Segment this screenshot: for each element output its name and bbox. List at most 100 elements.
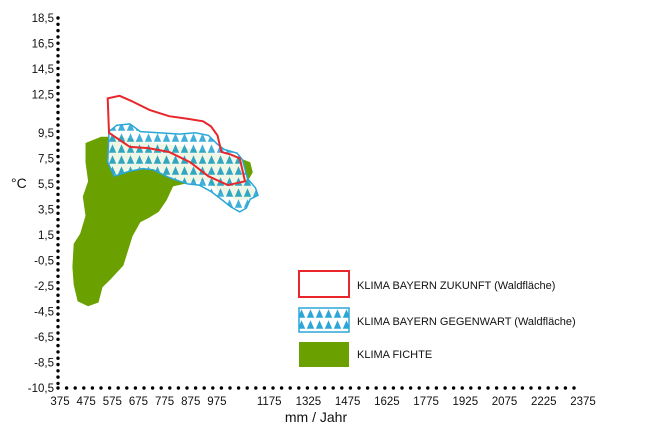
y-axis-dot bbox=[56, 287, 60, 291]
y-tick-label: -4,5 bbox=[34, 306, 54, 318]
x-tick-label: 575 bbox=[103, 396, 122, 408]
y-axis-dot bbox=[56, 47, 60, 52]
y-tick-label: 3,5 bbox=[38, 204, 54, 216]
y-axis-dot bbox=[56, 306, 60, 310]
x-axis-dot bbox=[228, 386, 232, 390]
x-axis-dot bbox=[142, 386, 146, 390]
x-axis-dot bbox=[443, 386, 447, 390]
y-tick-label: -6,5 bbox=[34, 332, 54, 344]
x-axis-dot bbox=[236, 386, 241, 390]
plot-area bbox=[72, 94, 259, 307]
y-axis-dot bbox=[56, 167, 60, 171]
y-axis-dot bbox=[56, 148, 60, 152]
y-axis-dot bbox=[56, 205, 60, 209]
x-tick-label: 375 bbox=[50, 396, 69, 408]
y-axis-dot bbox=[56, 154, 60, 159]
y-axis-dot bbox=[56, 91, 60, 96]
x-axis-dot bbox=[305, 386, 310, 390]
y-axis-dot bbox=[56, 249, 60, 253]
x-axis-dot bbox=[271, 386, 275, 390]
x-axis-dot bbox=[357, 386, 361, 390]
y-axis-dot bbox=[56, 186, 60, 190]
y-axis-dot bbox=[56, 268, 60, 272]
y-tick-label: -2,5 bbox=[34, 281, 54, 293]
x-axis-dot bbox=[383, 386, 387, 390]
y-axis-dot bbox=[56, 161, 60, 165]
y-axis-dot bbox=[56, 110, 60, 115]
legend-swatch-gegenwart bbox=[298, 307, 350, 333]
x-axis-dot bbox=[451, 386, 456, 390]
x-axis-dot bbox=[314, 386, 318, 390]
legend-label-gegenwart: KLIMA BAYERN GEGENWART (Waldfläche) bbox=[357, 316, 576, 328]
y-axis-dot bbox=[56, 73, 60, 77]
x-axis-dot bbox=[340, 386, 344, 390]
y-tick-label: 16,5 bbox=[32, 39, 54, 51]
x-tick-label: 2375 bbox=[570, 396, 596, 408]
region-zukunft bbox=[106, 94, 247, 187]
x-axis-dot bbox=[245, 386, 249, 390]
x-axis-dot bbox=[417, 386, 421, 390]
legend: KLIMA BAYERN ZUKUNFT (Waldfläche) KLIMA … bbox=[298, 270, 576, 367]
y-axis-dot bbox=[56, 312, 60, 316]
x-axis-dot bbox=[434, 386, 439, 390]
y-axis-dot bbox=[56, 337, 60, 341]
y-axis-dot bbox=[56, 243, 60, 247]
x-tick-label: 1175 bbox=[257, 396, 282, 408]
y-tick-label: 14,5 bbox=[32, 64, 54, 76]
x-axis-dot bbox=[125, 386, 129, 390]
x-axis-dot bbox=[297, 386, 301, 390]
y-axis-dot bbox=[56, 262, 60, 266]
y-axis-dot bbox=[56, 28, 60, 33]
y-axis-dot bbox=[56, 192, 60, 197]
y-axis: 18,5 16,5 14,5 12,5 9,5 7,5 5,5 3,5 1,5 -0,5 -2,5 -… bbox=[28, 13, 60, 395]
x-axis-dot bbox=[494, 386, 499, 390]
y-axis-dot bbox=[56, 85, 60, 90]
y-axis-dot bbox=[56, 117, 60, 121]
x-tick-label: 2075 bbox=[492, 396, 518, 408]
y-axis-dot bbox=[56, 180, 60, 184]
x-axis-dot bbox=[469, 386, 473, 390]
x-axis-dot bbox=[426, 386, 430, 390]
y-axis-dot bbox=[56, 129, 60, 134]
x-axis-dot bbox=[546, 386, 550, 390]
region-gegenwart bbox=[106, 123, 259, 213]
x-axis-dot bbox=[408, 386, 413, 390]
y-axis-dot bbox=[56, 331, 60, 335]
y-axis-dot bbox=[56, 236, 60, 241]
y-axis-dot bbox=[56, 318, 60, 323]
y-axis-dot bbox=[56, 123, 60, 127]
x-tick-label: 1475 bbox=[335, 396, 361, 408]
x-tick-label: 1625 bbox=[374, 396, 400, 408]
x-axis-dot bbox=[563, 386, 568, 390]
y-axis-dot bbox=[56, 217, 60, 222]
x-axis-dot bbox=[391, 386, 396, 390]
x-axis-dot bbox=[168, 386, 172, 390]
x-axis-dot bbox=[400, 386, 404, 390]
x-tick-label: 1325 bbox=[296, 396, 322, 408]
y-tick-label: -10,5 bbox=[28, 383, 54, 395]
x-axis-dot bbox=[331, 386, 335, 390]
y-axis-dot bbox=[56, 230, 60, 234]
x-axis-dot bbox=[202, 386, 206, 390]
x-axis-dot bbox=[520, 386, 525, 390]
y-tick-label: -0,5 bbox=[34, 255, 54, 267]
x-axis-dot bbox=[555, 386, 559, 390]
x-axis-dot bbox=[133, 386, 138, 390]
x-axis-dot bbox=[176, 386, 181, 390]
y-tick-label: 1,5 bbox=[38, 230, 54, 242]
y-axis-dot bbox=[56, 16, 60, 20]
x-axis-dot bbox=[159, 386, 163, 390]
x-axis-dot bbox=[82, 386, 86, 390]
x-axis-dot bbox=[365, 386, 370, 390]
y-axis-dot bbox=[56, 54, 60, 58]
x-axis-dot bbox=[90, 386, 95, 390]
y-axis-dot bbox=[56, 280, 60, 285]
x-axis-dot bbox=[279, 386, 284, 390]
legend-label-fichte: KLIMA FICHTE bbox=[357, 349, 432, 361]
y-axis-dot bbox=[56, 35, 60, 39]
y-axis-dot bbox=[56, 274, 60, 278]
x-axis-dot bbox=[262, 386, 267, 390]
y-axis-dot bbox=[56, 60, 60, 64]
x-tick-label: 775 bbox=[155, 396, 174, 408]
